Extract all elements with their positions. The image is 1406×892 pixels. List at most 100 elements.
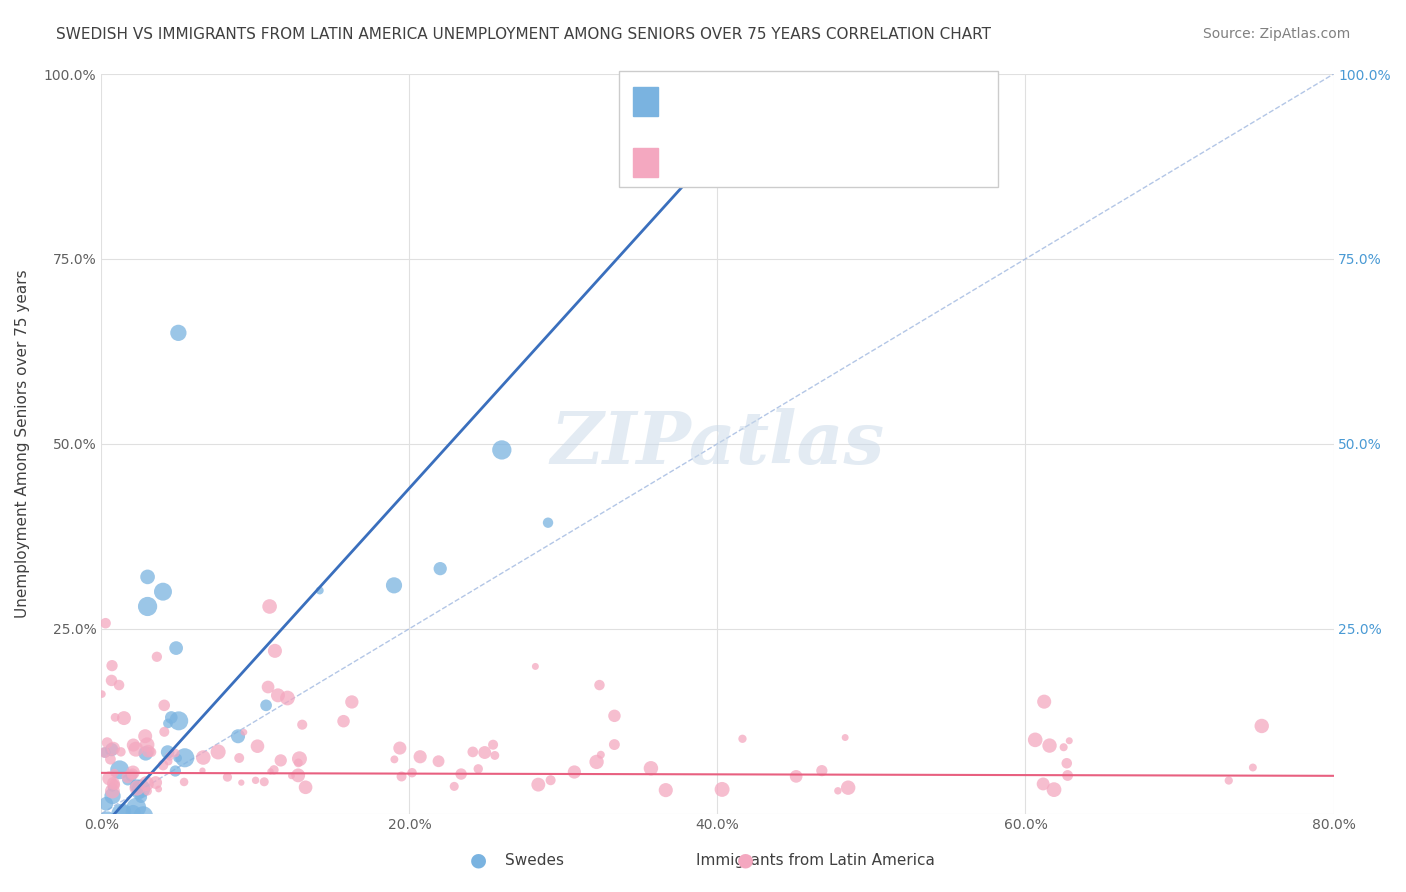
Point xyxy=(429,561,451,575)
Point xyxy=(101,784,124,798)
Point xyxy=(96,814,118,828)
Point xyxy=(280,769,302,783)
Point xyxy=(391,770,413,784)
Point xyxy=(153,724,176,739)
Point xyxy=(191,764,214,778)
Point xyxy=(121,767,143,781)
Point xyxy=(811,764,834,778)
Point xyxy=(110,745,132,759)
Point xyxy=(136,570,159,584)
Point xyxy=(246,739,269,754)
Point xyxy=(104,778,127,792)
Y-axis label: Unemployment Among Seniors over 75 years: Unemployment Among Seniors over 75 years xyxy=(15,269,30,618)
Point xyxy=(93,746,115,760)
Point xyxy=(153,698,176,713)
Point xyxy=(165,764,187,778)
Point xyxy=(443,780,465,794)
Point xyxy=(294,780,316,795)
Point xyxy=(1241,760,1264,774)
Point xyxy=(785,769,807,783)
Text: R = -0.038  N = 110: R = -0.038 N = 110 xyxy=(633,152,815,169)
Point xyxy=(384,752,406,766)
Point xyxy=(98,772,121,786)
Point xyxy=(160,710,183,724)
Point xyxy=(122,765,145,780)
Point xyxy=(129,790,152,805)
Point xyxy=(231,775,253,789)
Point xyxy=(427,754,450,768)
Point xyxy=(156,745,179,759)
Point xyxy=(125,780,148,795)
Point xyxy=(401,765,423,780)
Point xyxy=(287,756,309,770)
Point xyxy=(217,770,239,784)
Point xyxy=(827,784,849,798)
Point xyxy=(388,741,411,756)
Point xyxy=(136,744,159,758)
Point xyxy=(467,762,489,776)
Point xyxy=(125,800,148,814)
Point xyxy=(103,776,125,790)
Point xyxy=(132,809,155,823)
Point xyxy=(540,773,562,788)
Point xyxy=(173,751,195,765)
Point xyxy=(409,749,432,764)
Point xyxy=(226,729,249,743)
Point xyxy=(340,695,363,709)
Point xyxy=(1057,733,1080,747)
Point xyxy=(193,750,215,764)
Point xyxy=(1032,777,1054,791)
Point xyxy=(100,752,122,766)
Point xyxy=(1043,782,1066,797)
Point xyxy=(564,764,586,779)
Point xyxy=(588,678,610,692)
Point xyxy=(121,767,143,781)
Point xyxy=(245,773,267,788)
Point xyxy=(125,780,148,794)
Point xyxy=(103,775,125,789)
Point xyxy=(145,775,167,789)
Point xyxy=(120,769,142,783)
Point xyxy=(270,753,292,767)
Point xyxy=(148,782,170,797)
Text: R =  0.598  N =  38: R = 0.598 N = 38 xyxy=(633,94,808,112)
Point xyxy=(259,599,281,614)
Point xyxy=(94,746,117,760)
Point xyxy=(96,736,118,750)
Point xyxy=(263,763,285,777)
Point xyxy=(112,805,135,819)
Point xyxy=(332,714,354,729)
Point xyxy=(100,742,122,756)
Point xyxy=(1033,695,1056,709)
Point xyxy=(491,442,513,457)
Point xyxy=(603,738,626,752)
Point xyxy=(101,658,124,673)
Point xyxy=(110,806,132,821)
Point xyxy=(112,711,135,725)
Point xyxy=(166,751,188,765)
Point xyxy=(156,716,179,731)
Point xyxy=(98,822,121,836)
Point xyxy=(640,761,662,775)
Point xyxy=(527,778,550,792)
Point xyxy=(1056,768,1078,782)
Point xyxy=(655,783,678,797)
Point xyxy=(90,822,112,836)
Text: Source: ZipAtlas.com: Source: ZipAtlas.com xyxy=(1202,27,1350,41)
Point xyxy=(117,772,139,787)
Point xyxy=(537,516,560,530)
Point xyxy=(94,616,117,631)
Point xyxy=(382,578,405,592)
Point xyxy=(141,745,163,759)
Point xyxy=(232,725,254,739)
Point xyxy=(589,747,612,762)
Point xyxy=(165,641,187,656)
Point xyxy=(136,784,159,798)
Point xyxy=(152,584,174,599)
Point xyxy=(524,659,547,673)
Point xyxy=(122,738,145,752)
Text: Immigrants from Latin America: Immigrants from Latin America xyxy=(696,854,935,868)
Point xyxy=(450,767,472,781)
Point xyxy=(254,698,277,713)
Point xyxy=(264,644,287,658)
